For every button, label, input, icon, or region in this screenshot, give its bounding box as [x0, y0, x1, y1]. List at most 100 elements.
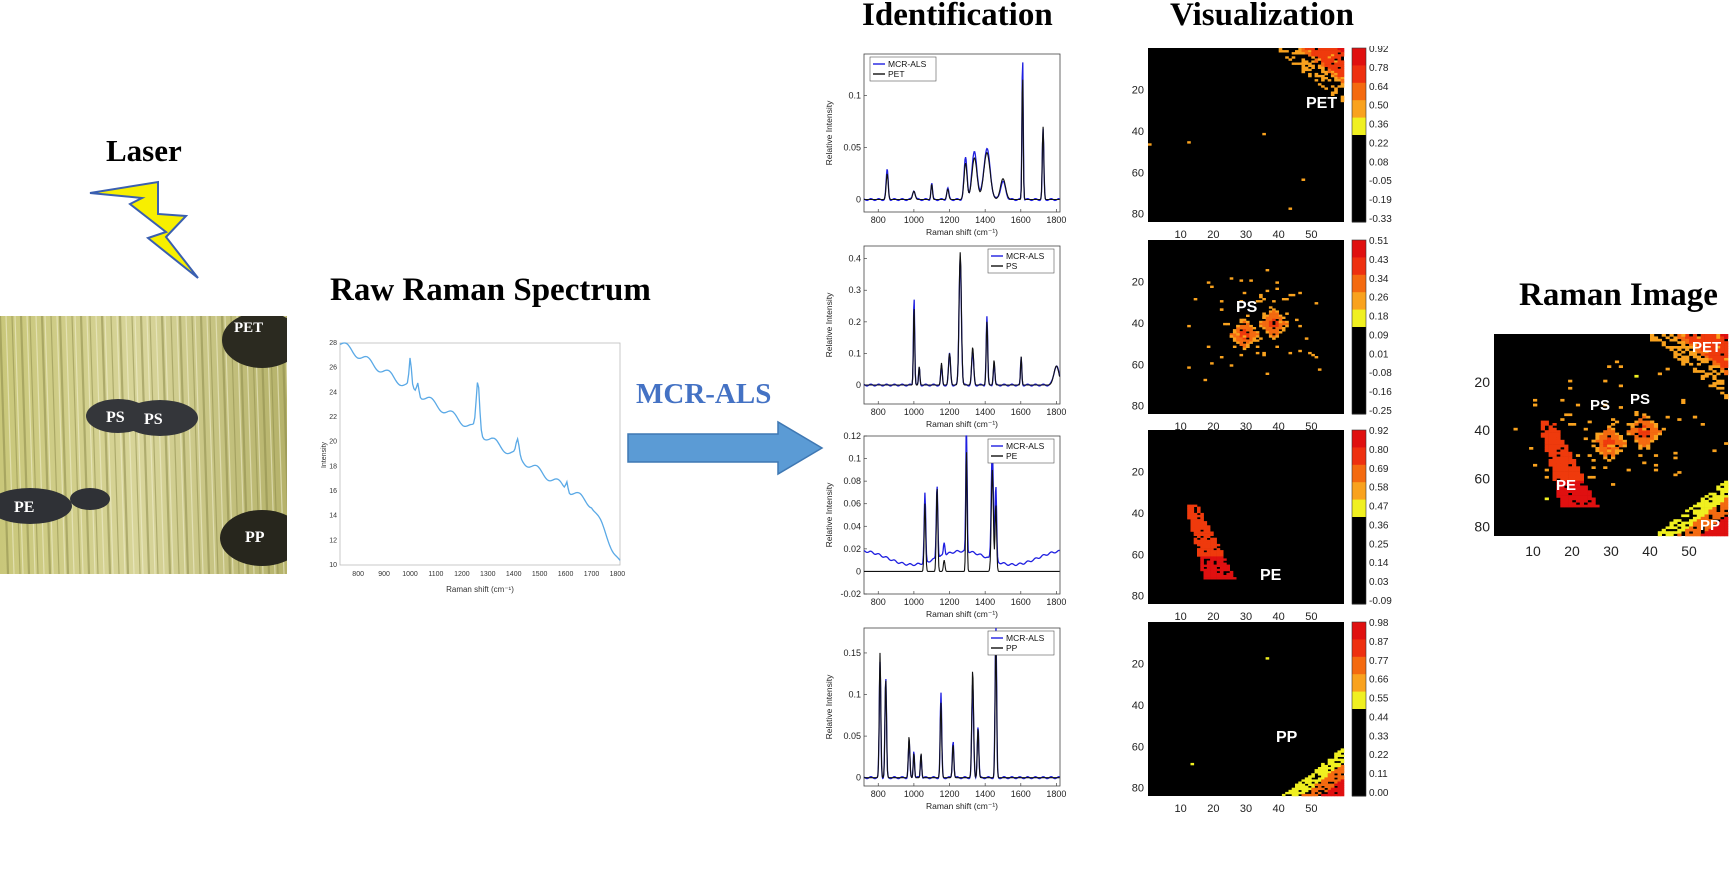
map-pixel — [1560, 480, 1565, 484]
map-pixel — [1210, 537, 1214, 541]
map-pixel — [1334, 66, 1338, 69]
ident-ytick: 0 — [856, 380, 861, 390]
map-pixel — [1650, 432, 1655, 436]
map-pixel — [1700, 507, 1705, 510]
map-pixel — [1295, 50, 1299, 53]
map-pixel — [1203, 564, 1208, 567]
ident-ytick: 0.1 — [848, 348, 861, 358]
colorbar-segment — [1352, 430, 1366, 448]
raw-xtick: 1500 — [532, 571, 548, 578]
vis-xtick: 30 — [1240, 803, 1252, 815]
map-pixel — [1603, 454, 1608, 457]
map-pixel — [1337, 54, 1342, 57]
map-pixel — [1681, 338, 1686, 342]
map-pixel — [1560, 475, 1565, 479]
map-pixel — [1337, 58, 1342, 61]
map-pixel — [1681, 524, 1686, 527]
laser-title: Laser — [106, 133, 182, 168]
map-pixel — [1324, 775, 1328, 778]
map-pixel — [1595, 437, 1600, 441]
map-pixel — [1724, 394, 1729, 397]
map-pixel — [1712, 346, 1717, 349]
map-pixel — [1285, 312, 1289, 315]
map-pixel — [1552, 456, 1557, 460]
map-pixel — [1583, 504, 1588, 508]
map-pixel — [1321, 74, 1325, 78]
map-pixel — [1685, 334, 1690, 337]
map-pixel — [1724, 504, 1729, 508]
map-pixel — [1268, 329, 1273, 332]
photo-stripe — [0, 316, 10, 574]
map-pixel — [1219, 564, 1224, 567]
map-pixel — [1673, 519, 1678, 522]
map-pixel — [1321, 56, 1325, 59]
map-pixel — [1298, 787, 1302, 791]
map-pixel — [1197, 514, 1201, 518]
map-pixel — [1564, 495, 1569, 498]
map-pixel — [1653, 338, 1659, 342]
map-pixel — [1314, 769, 1319, 772]
map-pixel — [1583, 495, 1588, 498]
colorbar-frame — [1351, 239, 1367, 415]
map-pixel — [1696, 521, 1701, 525]
map-pixel — [1611, 437, 1616, 441]
colorbar-tick: 0.55 — [1369, 694, 1389, 705]
map-pixel — [1626, 468, 1631, 472]
map-pixel — [1564, 499, 1569, 503]
map-pixel — [1324, 789, 1328, 793]
map-pixel — [1544, 449, 1549, 453]
map-pixel — [1330, 760, 1335, 764]
map-pixel — [1677, 528, 1682, 532]
map-pixel — [1572, 487, 1577, 491]
map-pixel — [1340, 779, 1345, 782]
colorbar-segment — [1352, 361, 1366, 380]
map-pixel — [1232, 345, 1237, 348]
map-pixel — [1568, 502, 1573, 505]
map-pixel — [1696, 338, 1701, 342]
map-pixel — [1311, 791, 1315, 795]
map-pixel — [1203, 577, 1208, 580]
map-pixel — [1685, 533, 1690, 537]
map-pixel — [1298, 785, 1302, 788]
map-pixel — [1603, 451, 1608, 455]
map-pixel — [1337, 754, 1342, 757]
map-pixel — [1321, 764, 1325, 768]
map-pixel — [1712, 512, 1717, 515]
map-pixel — [1193, 504, 1198, 507]
map-pixel — [1720, 382, 1725, 385]
map-pixel — [1618, 365, 1623, 368]
map-pixel — [1340, 754, 1345, 757]
map-pixel — [1552, 430, 1557, 433]
map-pixel — [1229, 364, 1234, 367]
map-pixel — [1692, 343, 1698, 347]
colorbar-tick: 0.22 — [1369, 750, 1389, 761]
map-pixel — [1285, 322, 1289, 326]
map-pixel — [1626, 423, 1631, 426]
map-pixel — [1210, 558, 1214, 561]
map-pixel — [1591, 444, 1596, 448]
map-pixel — [1681, 355, 1686, 359]
map-pixel — [1334, 52, 1338, 55]
map-pixel — [1330, 70, 1335, 74]
map-pixel — [1200, 527, 1204, 530]
map-pixel — [1210, 285, 1214, 288]
map-pixel — [1712, 384, 1717, 388]
map-pixel — [1560, 459, 1565, 462]
map-pixel — [1579, 492, 1584, 496]
map-pixel — [1317, 787, 1322, 791]
map-pixel — [1268, 314, 1273, 317]
ident-ylabel: Relative Intensity — [824, 292, 834, 357]
map-pixel — [1677, 418, 1682, 421]
map-pixel — [1242, 291, 1247, 295]
map-pixel — [1206, 556, 1211, 559]
map-pixel — [1206, 527, 1211, 530]
map-pixel — [1724, 353, 1729, 356]
map-pixel — [1564, 413, 1569, 417]
map-pixel — [1321, 68, 1325, 72]
map-pixel — [1334, 87, 1338, 90]
map-pixel — [1700, 334, 1705, 337]
map-pixel — [1193, 529, 1198, 532]
map-pixel — [1200, 543, 1204, 547]
map-pixel — [1712, 516, 1717, 520]
map-pixel — [1611, 444, 1616, 448]
